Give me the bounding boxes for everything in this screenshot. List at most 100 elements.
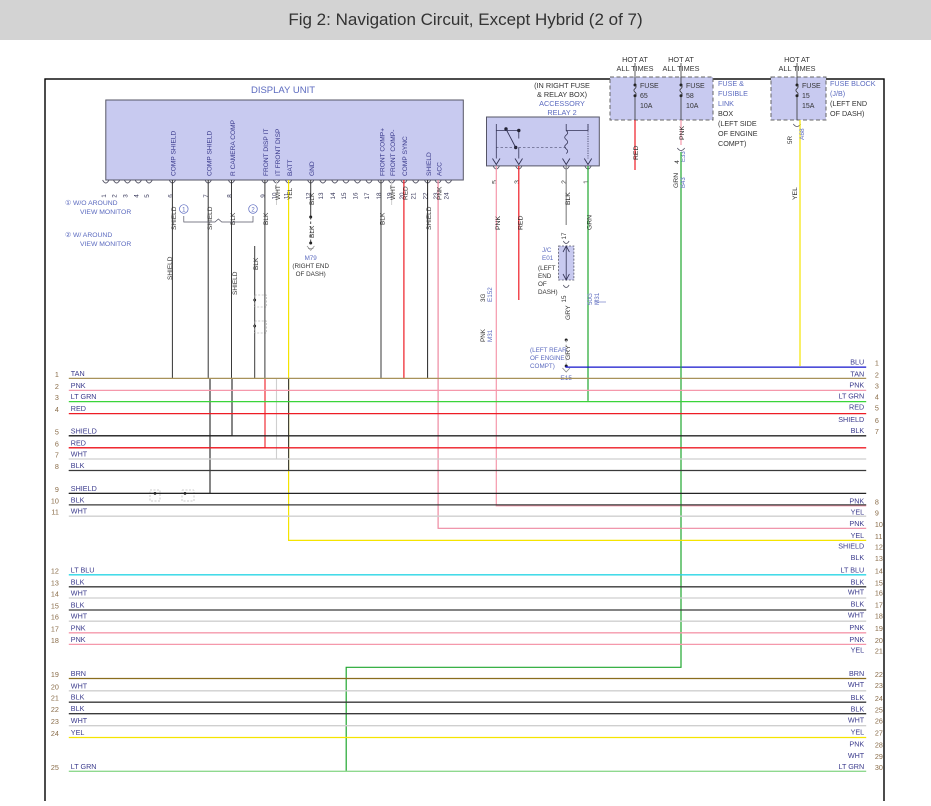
svg-text:BLK: BLK xyxy=(71,704,85,713)
svg-text:ACC: ACC xyxy=(436,162,443,176)
svg-text:HOT AT: HOT AT xyxy=(668,55,694,64)
svg-text:4: 4 xyxy=(674,160,681,164)
svg-text:OF ENGINE: OF ENGINE xyxy=(718,129,758,138)
svg-text:PNK: PNK xyxy=(849,623,864,632)
svg-text:SHIELD: SHIELD xyxy=(426,152,433,176)
svg-text:19: 19 xyxy=(51,670,59,679)
svg-text:3: 3 xyxy=(514,180,521,184)
svg-text:10A: 10A xyxy=(640,103,653,110)
svg-text:WHT: WHT xyxy=(848,751,865,760)
svg-text:SHIELD: SHIELD xyxy=(232,271,239,295)
svg-text:PNK: PNK xyxy=(849,381,864,390)
svg-text:② W/ AROUND: ② W/ AROUND xyxy=(65,231,112,239)
svg-text:13: 13 xyxy=(51,578,59,587)
svg-text:M31: M31 xyxy=(594,292,601,305)
svg-text:BRN: BRN xyxy=(71,669,86,678)
svg-text:FUSE BLOCK: FUSE BLOCK xyxy=(830,79,876,88)
svg-text:7: 7 xyxy=(55,451,59,460)
svg-text:PNK: PNK xyxy=(71,635,86,644)
svg-text:18: 18 xyxy=(51,636,59,645)
svg-text:3: 3 xyxy=(55,393,59,402)
svg-text:M79: M79 xyxy=(305,255,318,262)
svg-text:17: 17 xyxy=(875,601,883,610)
svg-text:1: 1 xyxy=(55,370,59,379)
svg-text:(LEFT SIDE: (LEFT SIDE xyxy=(718,119,757,128)
svg-text:58: 58 xyxy=(686,93,694,100)
svg-text:17: 17 xyxy=(364,192,371,200)
svg-text:FRONT DISP IT: FRONT DISP IT xyxy=(263,129,270,176)
svg-text:5: 5 xyxy=(491,180,498,184)
svg-text:PNK: PNK xyxy=(849,739,864,748)
svg-text:SHIELD: SHIELD xyxy=(207,206,214,230)
svg-text:E33: E33 xyxy=(681,151,687,162)
svg-text:65: 65 xyxy=(640,93,648,100)
svg-text:LT GRN: LT GRN xyxy=(838,762,864,771)
svg-text:29: 29 xyxy=(875,752,883,761)
svg-text:BLK: BLK xyxy=(851,578,865,587)
svg-text:DASH): DASH) xyxy=(538,289,558,296)
svg-text:27: 27 xyxy=(875,729,883,738)
svg-text:PNK: PNK xyxy=(849,635,864,644)
svg-text:(LEFT: (LEFT xyxy=(538,265,556,272)
svg-text:RELAY 2: RELAY 2 xyxy=(547,108,576,117)
svg-text:BOX: BOX xyxy=(718,109,733,118)
svg-text:26: 26 xyxy=(875,717,883,726)
svg-text:TAN: TAN xyxy=(71,369,85,378)
svg-text:1: 1 xyxy=(583,180,590,184)
svg-text:BLK: BLK xyxy=(71,461,85,470)
svg-text:28: 28 xyxy=(875,740,883,749)
svg-text:9: 9 xyxy=(55,485,59,494)
svg-text:COMP SHIELD: COMP SHIELD xyxy=(207,130,214,176)
svg-text:COMP SYNC: COMP SYNC xyxy=(402,136,409,176)
svg-text:9: 9 xyxy=(260,194,267,198)
svg-text:15: 15 xyxy=(51,602,59,611)
svg-text:SHIELD: SHIELD xyxy=(71,426,97,435)
svg-text:FUSE &: FUSE & xyxy=(718,79,744,88)
svg-text:30: 30 xyxy=(875,763,883,772)
svg-text:3: 3 xyxy=(875,382,879,391)
svg-text:PNK: PNK xyxy=(849,496,864,505)
svg-text:PNK: PNK xyxy=(71,623,86,632)
svg-text:50G: 50G xyxy=(587,293,594,305)
svg-text:6: 6 xyxy=(167,194,174,198)
svg-text:25: 25 xyxy=(875,706,883,715)
svg-text:11: 11 xyxy=(51,508,58,517)
svg-text:GRN: GRN xyxy=(673,173,680,188)
svg-text:22: 22 xyxy=(51,705,59,714)
svg-text:BLK: BLK xyxy=(71,495,85,504)
svg-text:BLK: BLK xyxy=(309,192,316,205)
svg-text:E01: E01 xyxy=(542,255,554,262)
svg-text:17: 17 xyxy=(561,232,568,240)
svg-text:5: 5 xyxy=(875,404,879,413)
svg-text:15: 15 xyxy=(341,192,348,200)
svg-text:3: 3 xyxy=(123,194,130,198)
svg-text:OF DASH): OF DASH) xyxy=(830,109,864,118)
svg-text:3G: 3G xyxy=(480,293,487,302)
svg-text:18: 18 xyxy=(875,612,883,621)
svg-text:TAN: TAN xyxy=(850,370,864,379)
svg-text:17: 17 xyxy=(51,624,59,633)
svg-text:PNK: PNK xyxy=(679,126,686,140)
svg-text:& RELAY BOX): & RELAY BOX) xyxy=(537,90,587,99)
svg-text:VIEW MONITOR: VIEW MONITOR xyxy=(80,241,131,248)
svg-text:RED: RED xyxy=(403,186,410,200)
svg-text:BLK: BLK xyxy=(71,601,85,610)
svg-text:YEL: YEL xyxy=(851,728,865,737)
svg-text:FRONT COMP-: FRONT COMP- xyxy=(390,130,397,176)
svg-text:22: 22 xyxy=(423,192,430,200)
svg-text:RED: RED xyxy=(71,404,86,413)
svg-text:COMPT): COMPT) xyxy=(718,139,746,148)
svg-text:23: 23 xyxy=(51,717,59,726)
svg-text:(IN RIGHT FUSE: (IN RIGHT FUSE xyxy=(534,81,590,90)
svg-text:HOT AT: HOT AT xyxy=(784,55,810,64)
svg-text:E152: E152 xyxy=(487,287,494,302)
svg-text:WHT: WHT xyxy=(848,611,865,620)
svg-text:5: 5 xyxy=(144,194,151,198)
svg-text:FUSE: FUSE xyxy=(802,83,821,90)
svg-text:WHT: WHT xyxy=(71,450,88,459)
svg-text:14: 14 xyxy=(330,192,337,200)
svg-text:PNK: PNK xyxy=(71,381,86,390)
svg-text:19: 19 xyxy=(875,624,883,633)
svg-text:J/C: J/C xyxy=(542,247,552,254)
svg-text:13: 13 xyxy=(875,554,883,563)
